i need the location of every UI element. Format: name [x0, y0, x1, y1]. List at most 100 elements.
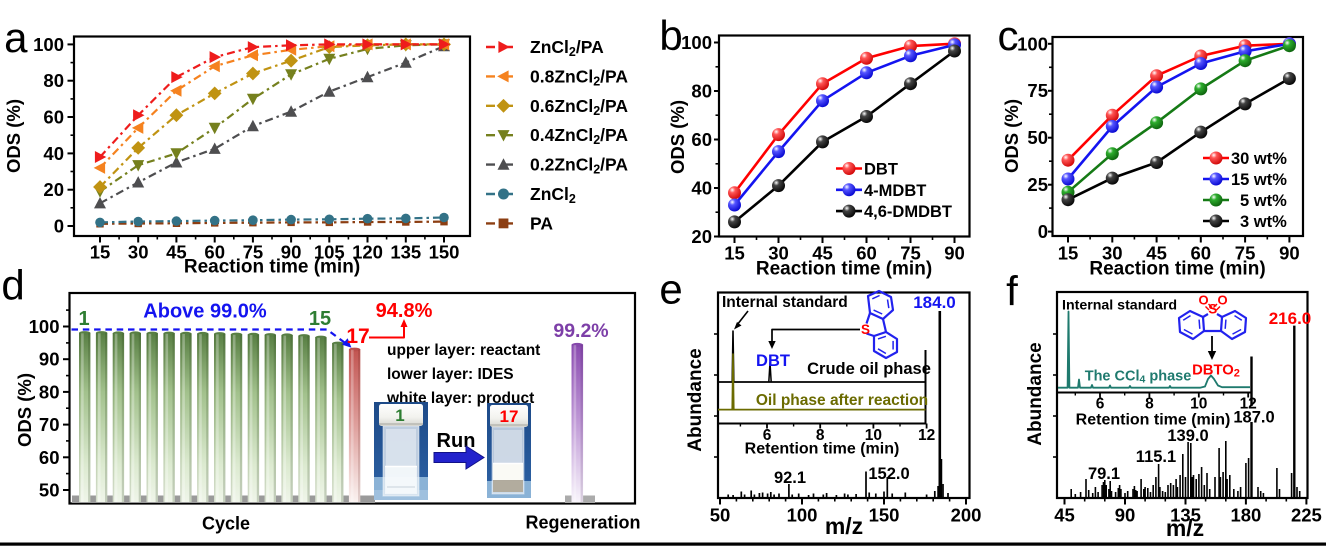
- svg-text:15: 15: [724, 243, 745, 264]
- svg-text:80: 80: [691, 81, 712, 102]
- svg-text:O: O: [1217, 293, 1227, 308]
- svg-text:180: 180: [1230, 505, 1261, 526]
- svg-text:80: 80: [39, 381, 60, 402]
- svg-text:60: 60: [43, 107, 64, 128]
- svg-text:45: 45: [1054, 505, 1075, 526]
- svg-text:50: 50: [39, 480, 60, 501]
- svg-text:ODS (%): ODS (%): [1001, 99, 1022, 173]
- svg-text:ZnCl2: ZnCl2: [530, 184, 576, 206]
- svg-text:Reaction time (min): Reaction time (min): [1089, 259, 1265, 280]
- svg-text:Abundance: Abundance: [685, 348, 706, 451]
- svg-text:45: 45: [1146, 243, 1167, 264]
- svg-text:216.0: 216.0: [1269, 309, 1312, 328]
- svg-text:f: f: [1006, 268, 1018, 315]
- svg-text:225: 225: [1291, 505, 1322, 526]
- svg-text:152.0: 152.0: [868, 465, 909, 483]
- svg-text:90: 90: [1115, 505, 1136, 526]
- svg-text:8: 8: [816, 427, 825, 444]
- svg-text:99.2%: 99.2%: [553, 320, 608, 342]
- svg-text:139.0: 139.0: [1167, 427, 1208, 445]
- svg-text:Retention time (min): Retention time (min): [745, 441, 900, 458]
- svg-text:b: b: [659, 12, 682, 59]
- svg-text:75: 75: [243, 242, 264, 263]
- svg-text:ZnCl2/PA: ZnCl2/PA: [530, 37, 604, 59]
- svg-text:12: 12: [918, 427, 935, 444]
- svg-text:ODS (%): ODS (%): [14, 373, 35, 447]
- svg-text:Reaction time (min): Reaction time (min): [756, 259, 932, 280]
- svg-text:80: 80: [43, 70, 64, 91]
- svg-text:0.6ZnCl2/PA: 0.6ZnCl2/PA: [530, 96, 628, 118]
- svg-text:lower layer: IDES: lower layer: IDES: [387, 366, 514, 383]
- svg-text:50: 50: [710, 505, 731, 526]
- svg-text:60: 60: [691, 129, 712, 150]
- svg-text:60: 60: [856, 243, 877, 264]
- svg-text:Internal standard: Internal standard: [1062, 298, 1177, 314]
- svg-text:6: 6: [763, 427, 772, 444]
- svg-text:120: 120: [352, 242, 383, 263]
- svg-text:Crude oil phase: Crude oil phase: [807, 360, 931, 378]
- svg-text:100: 100: [33, 34, 64, 55]
- svg-text:90: 90: [944, 243, 965, 264]
- svg-text:m/z: m/z: [1166, 515, 1204, 541]
- svg-text:150: 150: [869, 505, 900, 526]
- svg-text:94.8%: 94.8%: [376, 300, 433, 322]
- svg-text:The CCl4 phase: The CCl4 phase: [1085, 369, 1192, 386]
- svg-text:4-MDBT: 4-MDBT: [864, 182, 926, 200]
- svg-text:DBTO2: DBTO2: [1192, 363, 1240, 380]
- svg-text:6: 6: [1096, 396, 1105, 413]
- svg-text:100: 100: [1017, 33, 1048, 54]
- svg-text:3 wt%: 3 wt%: [1240, 213, 1287, 231]
- svg-text:184.0: 184.0: [913, 293, 956, 312]
- svg-text:e: e: [659, 266, 682, 313]
- svg-text:60: 60: [204, 242, 225, 263]
- svg-text:15: 15: [90, 242, 111, 263]
- svg-text:150: 150: [429, 242, 460, 263]
- svg-text:100: 100: [29, 316, 60, 337]
- svg-text:DBT: DBT: [756, 352, 790, 370]
- svg-text:Above 99.0%: Above 99.0%: [143, 301, 267, 323]
- svg-text:0.4ZnCl2/PA: 0.4ZnCl2/PA: [530, 125, 628, 147]
- svg-text:60: 60: [1191, 243, 1212, 264]
- svg-text:8: 8: [1145, 396, 1154, 413]
- svg-text:S: S: [861, 322, 870, 337]
- svg-text:0.8ZnCl2/PA: 0.8ZnCl2/PA: [530, 66, 628, 88]
- svg-text:40: 40: [691, 178, 712, 199]
- svg-text:200: 200: [951, 505, 982, 526]
- svg-text:0.2ZnCl2/PA: 0.2ZnCl2/PA: [530, 155, 628, 177]
- svg-text:75: 75: [1235, 243, 1256, 264]
- svg-text:135: 135: [390, 242, 421, 263]
- svg-text:0: 0: [54, 216, 64, 237]
- svg-text:20: 20: [43, 179, 64, 200]
- svg-text:Oil phase after reaction: Oil phase after reaction: [756, 392, 928, 409]
- svg-text:a: a: [4, 14, 28, 61]
- svg-text:c: c: [998, 12, 1019, 59]
- svg-text:50: 50: [1027, 127, 1048, 148]
- svg-text:1: 1: [395, 406, 404, 425]
- svg-text:92.1: 92.1: [774, 469, 806, 487]
- svg-text:100: 100: [681, 32, 712, 53]
- svg-text:S: S: [1208, 302, 1217, 317]
- svg-text:5 wt%: 5 wt%: [1240, 192, 1287, 210]
- svg-text:30: 30: [1102, 243, 1123, 264]
- svg-text:105: 105: [314, 242, 345, 263]
- svg-text:30 wt%: 30 wt%: [1231, 150, 1287, 168]
- svg-text:75: 75: [900, 243, 921, 264]
- svg-text:ODS (%): ODS (%): [3, 99, 24, 173]
- svg-text:90: 90: [281, 242, 302, 263]
- svg-text:Retention time (min): Retention time (min): [1076, 412, 1231, 429]
- svg-text:100: 100: [787, 505, 818, 526]
- svg-text:m/z: m/z: [825, 513, 863, 539]
- svg-text:20: 20: [691, 226, 712, 247]
- svg-text:Reaction time (min): Reaction time (min): [184, 257, 360, 278]
- svg-text:60: 60: [39, 447, 60, 468]
- svg-text:0: 0: [1038, 221, 1048, 242]
- svg-text:DBT: DBT: [864, 161, 898, 179]
- svg-text:30: 30: [128, 242, 149, 263]
- svg-text:O: O: [1198, 293, 1208, 308]
- svg-text:40: 40: [43, 143, 64, 164]
- svg-text:45: 45: [812, 243, 833, 264]
- svg-text:25: 25: [1027, 174, 1048, 195]
- svg-text:Internal standard: Internal standard: [722, 294, 848, 311]
- svg-text:upper layer: reactant: upper layer: reactant: [387, 342, 540, 359]
- svg-text:Regeneration: Regeneration: [525, 513, 640, 533]
